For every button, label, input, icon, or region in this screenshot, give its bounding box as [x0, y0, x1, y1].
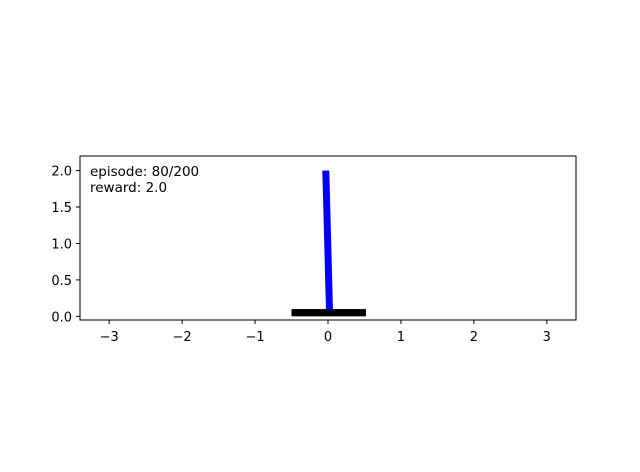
- y-tick-label: 0.0: [51, 310, 72, 325]
- y-tick-label: 1.5: [51, 201, 72, 216]
- y-tick-label: 2.0: [51, 165, 72, 180]
- reward-annotation: reward: 2.0: [90, 180, 167, 196]
- x-tick-label: 1: [397, 330, 405, 345]
- x-tick-label: 0: [324, 330, 332, 345]
- cart-body: [291, 309, 366, 317]
- plot-content: [291, 170, 366, 317]
- x-tick-label: 2: [470, 330, 478, 345]
- y-tick-label: 0.5: [51, 274, 72, 289]
- x-tick-label: −1: [245, 330, 264, 345]
- y-axis: 0.0 0.5 1.0 1.5 2.0: [51, 165, 80, 325]
- x-tick-label: −3: [100, 330, 119, 345]
- pole: [322, 170, 333, 310]
- x-tick-label: −2: [173, 330, 192, 345]
- y-tick-label: 1.0: [51, 237, 72, 252]
- episode-annotation: episode: 80/200: [90, 164, 199, 180]
- x-axis: −3 −2 −1 0 1 2 3: [100, 320, 551, 345]
- x-tick-label: 3: [543, 330, 551, 345]
